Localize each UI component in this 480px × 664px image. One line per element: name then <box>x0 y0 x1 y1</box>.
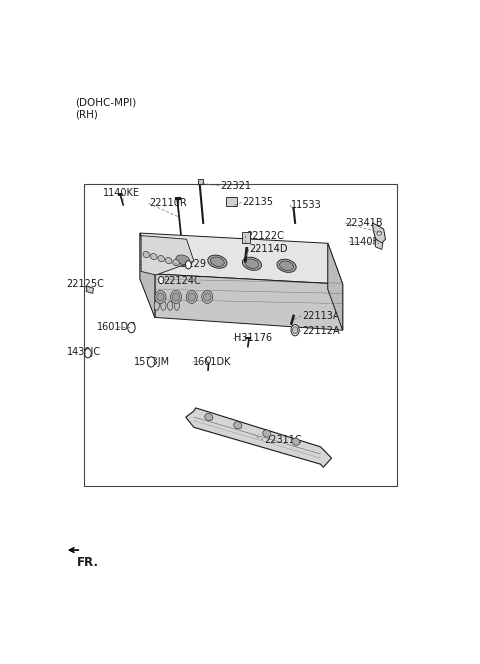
Ellipse shape <box>170 291 181 303</box>
Polygon shape <box>140 233 155 317</box>
Ellipse shape <box>205 414 213 421</box>
Circle shape <box>128 323 135 333</box>
Ellipse shape <box>161 301 166 310</box>
Circle shape <box>291 325 299 336</box>
Ellipse shape <box>155 291 166 303</box>
Ellipse shape <box>154 301 159 310</box>
Ellipse shape <box>234 422 242 429</box>
Circle shape <box>292 327 298 334</box>
Text: 1601DK: 1601DK <box>193 357 232 367</box>
Ellipse shape <box>150 254 157 260</box>
Text: 11533: 11533 <box>290 200 322 210</box>
Text: 1573JM: 1573JM <box>134 357 170 367</box>
Text: 22113A: 22113A <box>302 311 339 321</box>
Text: 22114D: 22114D <box>250 244 288 254</box>
Ellipse shape <box>242 257 262 270</box>
Polygon shape <box>140 233 343 284</box>
Polygon shape <box>328 243 343 330</box>
Bar <box>84 185 396 486</box>
Text: 22112A: 22112A <box>302 326 339 336</box>
Ellipse shape <box>202 291 213 303</box>
Text: 22110R: 22110R <box>149 199 187 208</box>
Ellipse shape <box>143 252 150 258</box>
Ellipse shape <box>210 257 224 266</box>
Ellipse shape <box>280 261 293 270</box>
Ellipse shape <box>245 259 259 268</box>
Text: 22321: 22321 <box>220 181 251 191</box>
Text: 22135: 22135 <box>242 197 273 207</box>
Polygon shape <box>86 286 94 293</box>
Ellipse shape <box>173 253 192 266</box>
Polygon shape <box>375 239 383 250</box>
Ellipse shape <box>377 231 382 235</box>
Ellipse shape <box>186 291 197 303</box>
Ellipse shape <box>263 430 271 437</box>
Text: 1140FF: 1140FF <box>349 237 385 247</box>
FancyBboxPatch shape <box>241 232 250 243</box>
Circle shape <box>185 261 192 269</box>
Ellipse shape <box>174 301 180 310</box>
Polygon shape <box>328 243 343 330</box>
Text: 22341B: 22341B <box>346 218 384 228</box>
Text: H31176: H31176 <box>234 333 272 343</box>
Text: 22129: 22129 <box>175 259 206 269</box>
Ellipse shape <box>168 301 173 310</box>
Text: 1601DG: 1601DG <box>96 322 136 332</box>
Ellipse shape <box>188 293 195 301</box>
Circle shape <box>147 357 155 367</box>
Ellipse shape <box>173 260 180 266</box>
Ellipse shape <box>204 293 211 301</box>
Text: 22122C: 22122C <box>246 230 284 240</box>
Ellipse shape <box>208 255 227 268</box>
Text: (RH): (RH) <box>75 110 98 120</box>
Ellipse shape <box>176 255 190 264</box>
Circle shape <box>84 349 91 358</box>
Ellipse shape <box>172 293 180 301</box>
Ellipse shape <box>292 438 300 446</box>
Text: (DOHC-MPI): (DOHC-MPI) <box>75 98 136 108</box>
Ellipse shape <box>158 256 165 262</box>
Text: FR.: FR. <box>77 556 99 569</box>
Text: 22311C: 22311C <box>264 435 301 445</box>
Polygon shape <box>372 223 385 244</box>
Text: 1430JC: 1430JC <box>67 347 101 357</box>
Text: 1140KE: 1140KE <box>103 188 140 198</box>
Polygon shape <box>186 408 332 467</box>
Ellipse shape <box>165 258 172 264</box>
Circle shape <box>206 357 211 363</box>
Circle shape <box>158 276 164 284</box>
Text: 22124C: 22124C <box>163 276 201 286</box>
Ellipse shape <box>277 259 296 272</box>
Polygon shape <box>140 233 155 317</box>
FancyBboxPatch shape <box>226 197 237 207</box>
Polygon shape <box>155 274 343 330</box>
Polygon shape <box>141 236 194 275</box>
Ellipse shape <box>156 293 164 301</box>
FancyBboxPatch shape <box>198 179 203 184</box>
Text: 22125C: 22125C <box>67 279 105 290</box>
